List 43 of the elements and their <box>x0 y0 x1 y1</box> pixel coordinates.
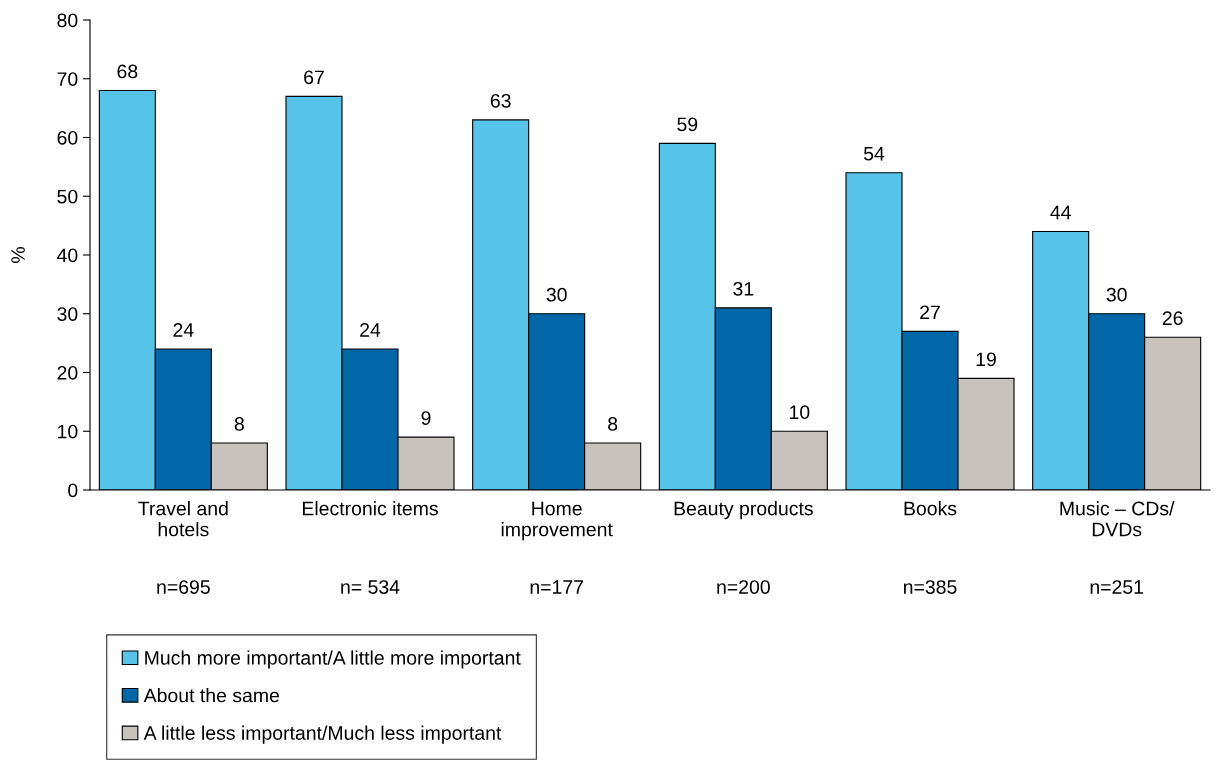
text: n=695 <box>157 580 210 594</box>
x-tick-label: Books <box>904 501 957 516</box>
y-tick-label: 30 <box>57 307 78 321</box>
y-tick-label: 10 <box>58 424 78 439</box>
legend-label: About the same <box>143 688 279 703</box>
data-label: 68 <box>117 64 138 79</box>
text: n=385 <box>903 580 957 594</box>
x-tick-label: Electronic items <box>302 501 438 516</box>
data-label: 10 <box>790 405 810 420</box>
data-label: 9 <box>421 411 431 425</box>
data-label: 19 <box>976 352 996 367</box>
data-label: 44 <box>1050 205 1071 220</box>
text: n= 534 <box>341 580 400 594</box>
data-label: 26 <box>1162 311 1183 326</box>
data-label: 30 <box>1106 287 1127 302</box>
y-tick-label: 0 <box>68 483 78 498</box>
data-label: 8 <box>608 417 618 431</box>
legend-label: Much more important/A little more important <box>145 650 521 669</box>
y-tick-label: 60 <box>57 130 78 145</box>
legend-label: A little less important/Much less important <box>143 725 502 744</box>
data-label: 59 <box>677 117 698 132</box>
text: n=200 <box>717 580 770 594</box>
y-tick-label: 70 <box>57 72 78 86</box>
y-tick-label: 40 <box>57 248 78 263</box>
data-label: 8 <box>234 417 244 431</box>
text: n=251 <box>1090 580 1144 594</box>
x-tick-label: Beauty products <box>674 501 813 520</box>
x-tick-label: Home improvement <box>501 501 613 541</box>
data-label: 31 <box>733 281 754 296</box>
data-label: 63 <box>490 93 511 108</box>
data-label: 54 <box>863 147 885 161</box>
x-tick-label: Music – CDs/ DVDs <box>1060 501 1175 537</box>
x-tick-label: Travel and hotels <box>138 501 228 537</box>
y-tick-label: 80 <box>57 13 78 28</box>
data-label: 67 <box>304 70 324 85</box>
data-label: 24 <box>360 323 381 337</box>
text: n=177 <box>530 580 583 594</box>
data-label: 24 <box>173 323 194 337</box>
y-tick-label: 20 <box>57 365 78 380</box>
data-label: 27 <box>920 305 940 320</box>
data-label: 30 <box>546 287 567 302</box>
y-axis-title: % <box>11 247 25 263</box>
y-tick-label: 50 <box>57 189 78 204</box>
